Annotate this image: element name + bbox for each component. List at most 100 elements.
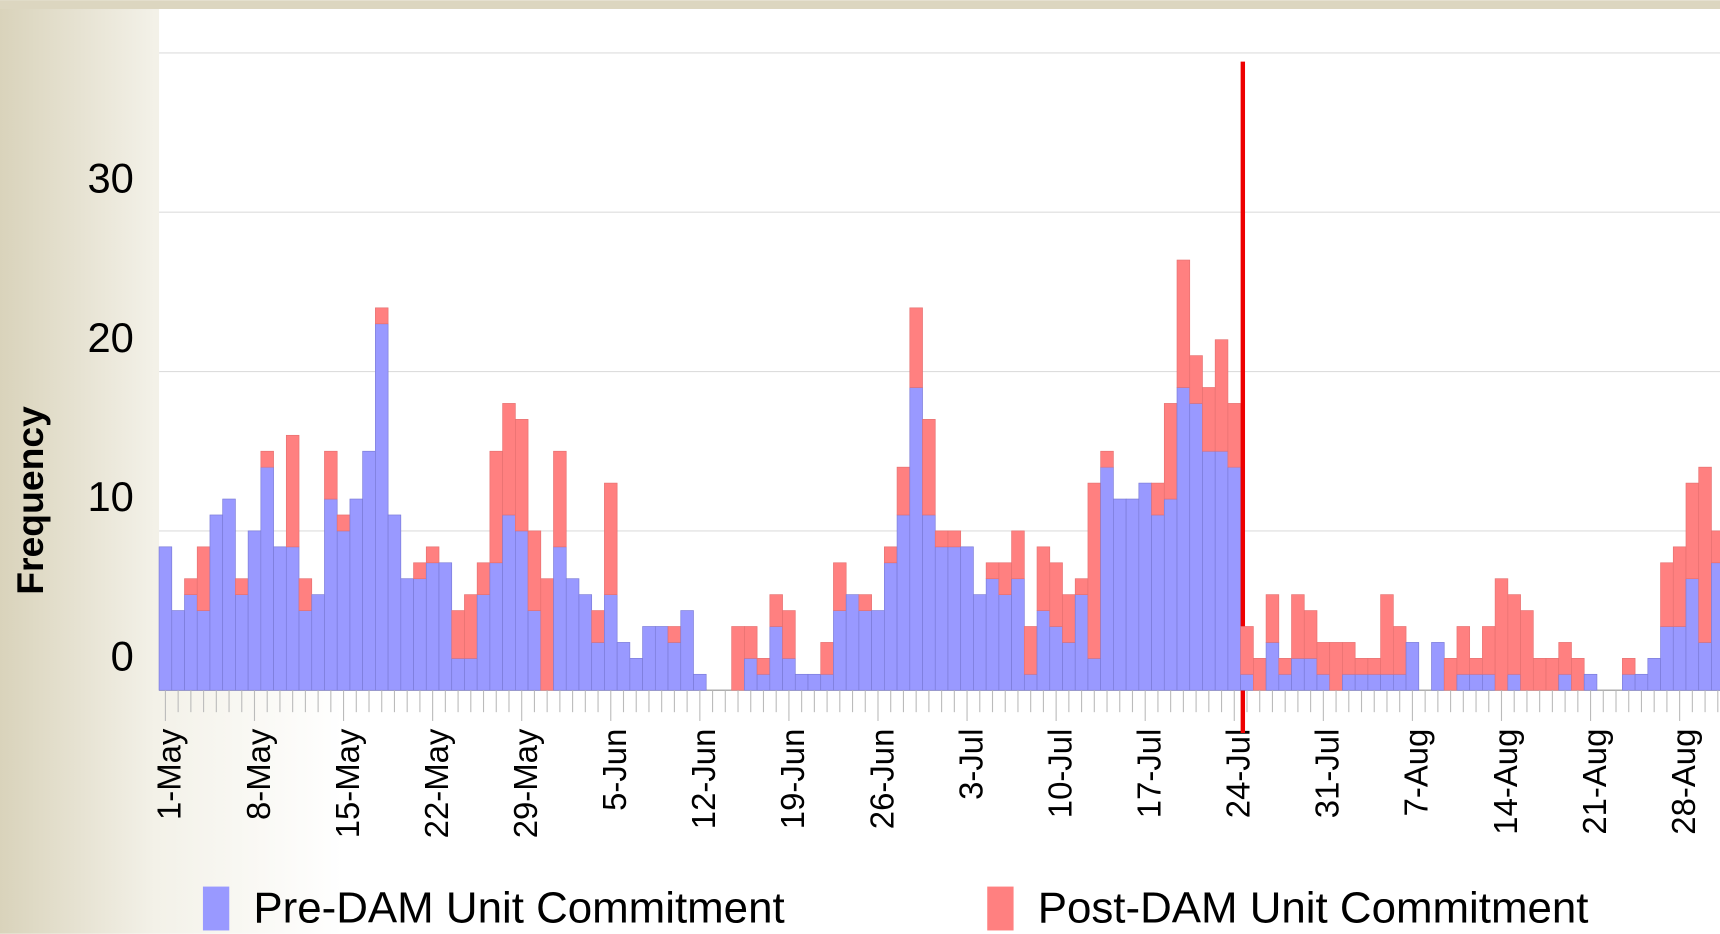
bar-segment [1049,562,1063,627]
bar-segment [515,419,529,532]
bar-segment [285,546,300,691]
bar-segment [1507,673,1521,691]
bar-segment [922,419,936,516]
bar-segment [1545,658,1560,691]
bar-segment [998,562,1012,595]
bar-segment [476,594,491,691]
x-tick-label: 7-Aug [1398,729,1435,817]
bar-segment [273,546,287,691]
bar-segment [871,610,885,691]
y-tick-label: 0 [111,633,134,680]
bar-segment [1214,339,1229,452]
bar-segment [985,562,1000,580]
bar-segment [1672,626,1687,691]
bar-segment [1062,642,1076,691]
bar-segment [158,546,173,691]
bar-segment [1469,658,1483,675]
bar-segment [540,578,554,691]
bar-segment [413,562,427,580]
bar-segment [1622,673,1636,691]
x-tick-label: 15-May [329,728,366,838]
bar-segment [502,403,516,516]
bar-segment [909,307,923,388]
bar-segment [451,610,465,659]
bar-segment [1354,658,1369,675]
bar-segment [1278,658,1292,675]
bar-segment [1253,658,1267,691]
bar-segment [833,562,847,611]
bar-segment [909,387,923,691]
bar-segment [884,562,898,691]
bar-segment [1698,642,1712,691]
bar-segment [1176,259,1191,388]
bar-segment [184,594,198,691]
bar-segment [527,530,542,611]
bar-segment [171,610,185,691]
bar-segment [845,594,860,691]
bar-segment [947,546,962,691]
bar-segment [756,673,771,691]
bar-segment [285,434,300,548]
bar-segment [553,546,567,691]
bar-segment [973,594,987,691]
bar-segment [1189,355,1203,404]
bar-segment [362,450,376,691]
bar-segment [1291,594,1305,659]
bar-segment [196,610,211,691]
bar-segment [336,514,351,532]
bar-segment [604,594,618,691]
bar-segment [680,610,694,691]
bar-segment [654,626,669,691]
bar-segment [782,610,796,659]
bar-segment [1202,387,1216,452]
bar-segment [1316,642,1331,675]
bar-segment [1278,673,1292,691]
bar-segment [184,578,198,595]
y-tick-label: 10 [87,473,133,520]
bar-segment [425,562,440,691]
bar-segment [298,578,313,611]
x-tick-label: 31-Jul [1309,729,1346,819]
bar-segment [1507,594,1521,675]
bar-segment [565,578,580,691]
bar-segment [515,530,529,691]
bar-segment [1176,387,1191,691]
bar-segment [1672,546,1687,627]
x-tick-label: 21-Aug [1576,729,1613,835]
bar-segment [1685,482,1700,580]
x-tick-label: 14-Aug [1487,729,1524,835]
bar-segment [336,530,351,691]
bar-segment [1049,626,1063,691]
bar-segment [1265,642,1280,691]
bar-segment [985,578,1000,691]
bar-segment [451,658,465,691]
x-tick-label: 28-Aug [1665,729,1702,835]
bar-segment [1380,673,1394,691]
bar-segment [1558,673,1572,691]
x-tick-label: 29-May [507,728,544,838]
x-tick-label: 24-Jul [1220,729,1257,819]
x-tick-label: 3-Jul [952,729,989,800]
bar-segment [1405,642,1420,691]
bar-segment [1087,482,1101,659]
x-tick-label: 26-Jun [863,729,900,830]
top-band [0,0,1720,10]
bar-segment [769,594,783,627]
bar-segment [553,450,567,548]
y-tick-label: 20 [87,314,133,361]
bar-segment [1214,450,1229,691]
bar-segment [1036,610,1051,691]
bar-segment [947,530,962,548]
bar-segment [1240,673,1254,691]
bar-segment [1571,658,1585,691]
bar-segment [464,594,478,659]
bar-segment [616,642,631,691]
bar-segment [922,514,936,691]
x-tick-label: 22-May [418,728,455,838]
bar-segment [1469,673,1483,691]
bar-segment [1303,658,1318,691]
bar-segment [1074,594,1089,691]
bar-segment [667,626,682,643]
bar-segment [1634,673,1649,691]
